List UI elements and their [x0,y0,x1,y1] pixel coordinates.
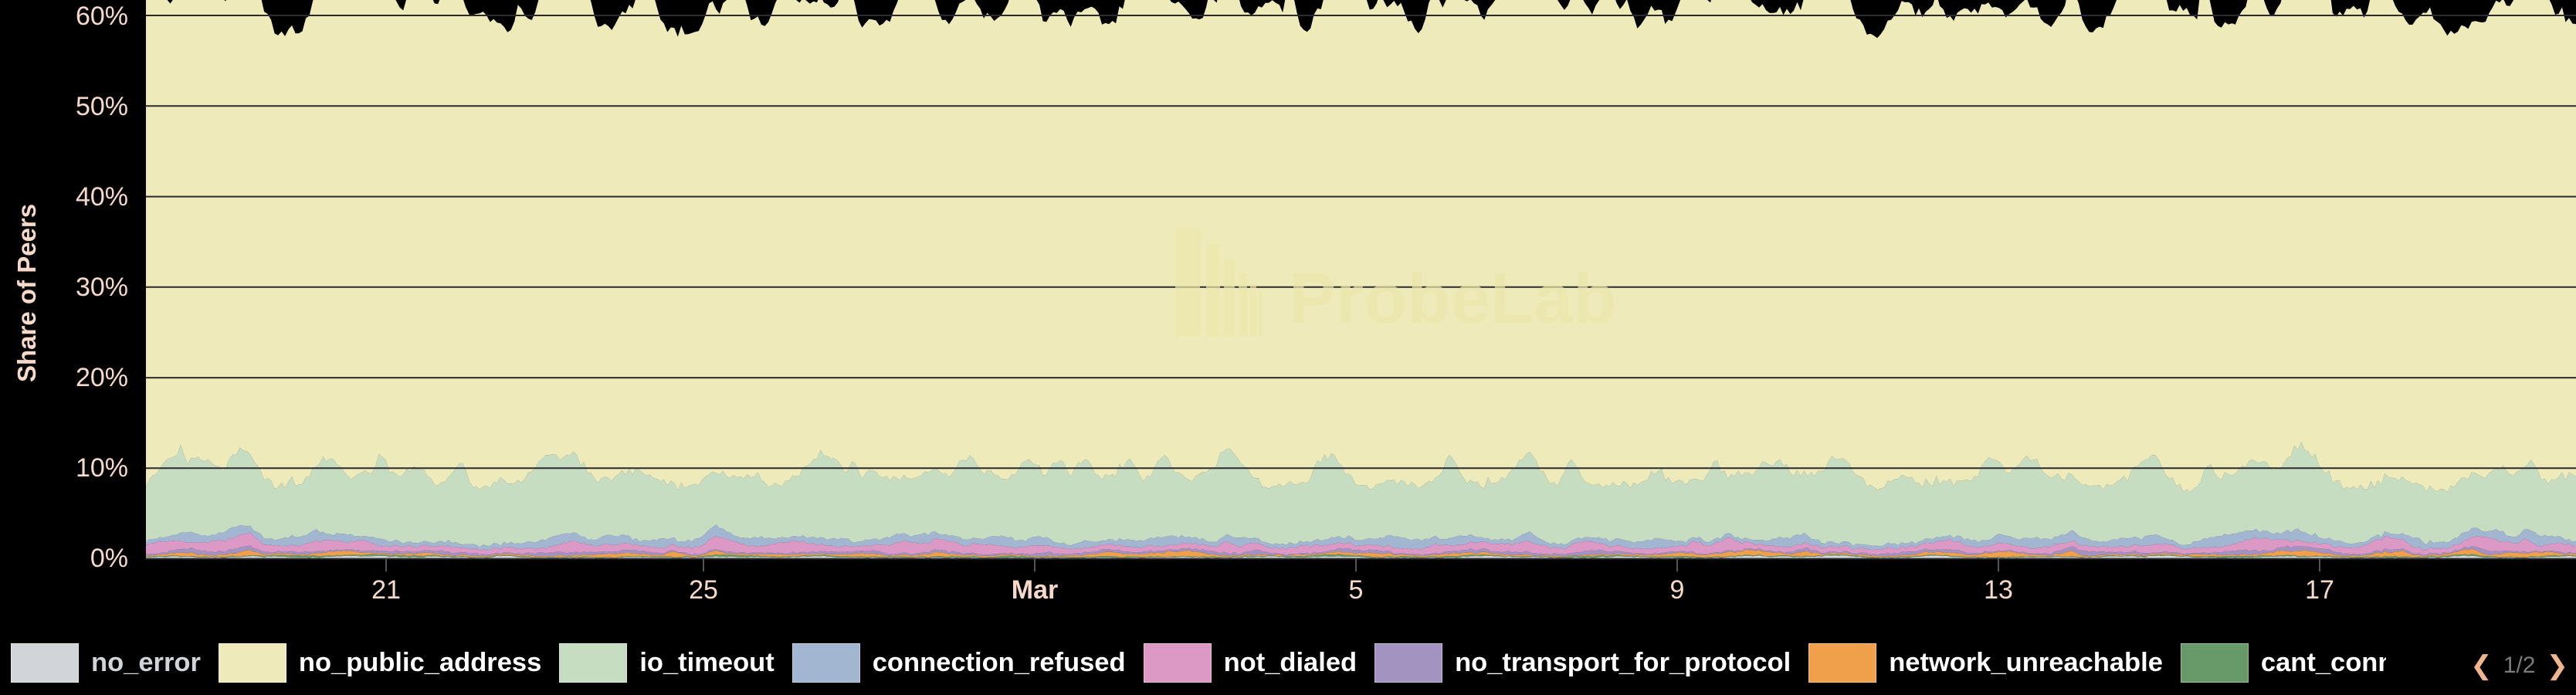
svg-text:ProbeLab: ProbeLab [1289,259,1616,338]
